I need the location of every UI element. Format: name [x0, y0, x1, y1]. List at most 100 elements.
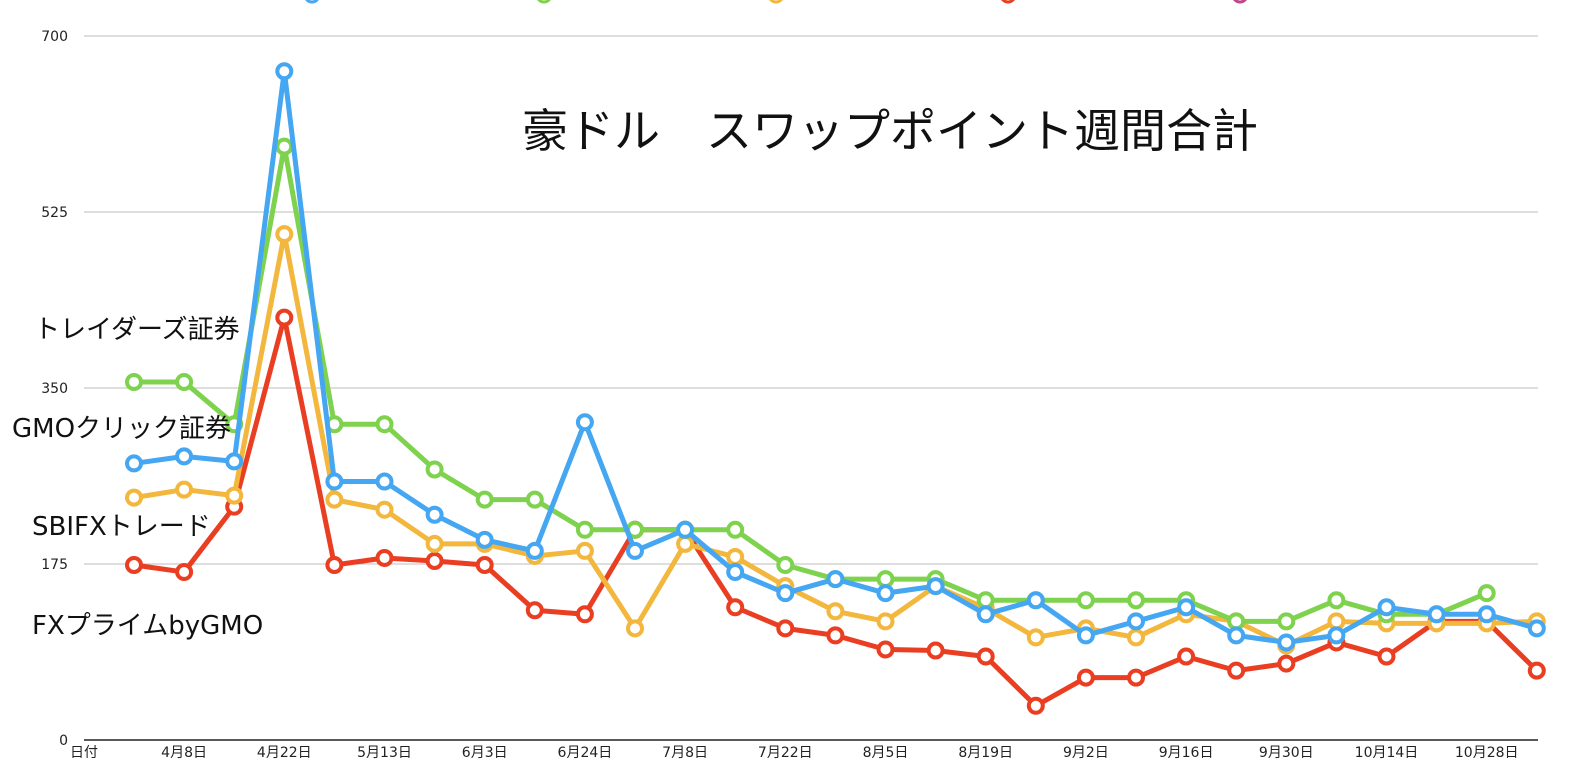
data-point	[325, 490, 344, 509]
legend-swatch	[1001, 0, 1015, 4]
data-point	[1026, 696, 1045, 715]
series-lines	[125, 62, 1546, 715]
x-tick-label: 8月19日	[958, 745, 1013, 761]
data-point	[175, 480, 194, 499]
data-point	[876, 570, 895, 589]
data-point	[275, 62, 294, 81]
data-point	[1026, 591, 1045, 610]
data-point	[926, 641, 945, 660]
data-point	[125, 488, 143, 507]
data-point	[926, 577, 945, 596]
data-point	[375, 472, 394, 491]
data-point	[976, 647, 995, 666]
data-point	[1327, 591, 1346, 610]
data-point	[575, 520, 594, 539]
data-point	[1177, 598, 1196, 617]
data-point	[1527, 661, 1546, 680]
series-name-label: SBIFXトレード	[32, 512, 211, 542]
y-tick-label: 700	[41, 29, 68, 45]
data-point	[425, 460, 444, 479]
data-point	[1477, 584, 1496, 603]
data-point	[575, 541, 594, 560]
data-point	[325, 472, 344, 491]
data-point	[425, 551, 444, 570]
series-name-labels: トレイダーズ証券 GMOクリック証券 SBIFXトレード FXプライムbyGMO	[12, 315, 263, 641]
x-tick-label: 6月24日	[558, 745, 613, 761]
series-1	[125, 62, 1546, 652]
data-point	[225, 486, 244, 505]
data-point	[525, 601, 544, 620]
data-point	[876, 612, 895, 631]
data-point	[726, 520, 745, 539]
x-tick-label: 6月3日	[462, 745, 508, 761]
data-point	[1127, 612, 1145, 631]
data-point	[175, 372, 194, 391]
data-point	[575, 413, 594, 432]
x-axis-label: 日付	[70, 745, 98, 761]
data-point	[726, 547, 745, 566]
data-point	[375, 415, 394, 434]
x-tick-label: 9月30日	[1259, 745, 1314, 761]
y-axis-tick-labels: 0 175 350 525 700	[41, 29, 68, 749]
data-point	[1076, 668, 1095, 687]
data-point	[1227, 661, 1246, 680]
data-point	[776, 584, 795, 603]
data-point	[175, 563, 194, 582]
x-tick-label: 7月8日	[662, 745, 708, 761]
series-line	[131, 315, 1540, 709]
x-tick-label: 5月13日	[357, 745, 412, 761]
legend-swatch	[769, 0, 783, 4]
data-point	[776, 619, 795, 638]
data-point	[475, 490, 494, 509]
data-point	[1177, 647, 1196, 666]
series-name-label: トレイダーズ証券	[34, 315, 240, 345]
data-point	[1227, 612, 1246, 631]
x-tick-label: 10月14日	[1355, 745, 1419, 761]
legend-swatch	[305, 0, 319, 4]
x-tick-label: 9月16日	[1159, 745, 1214, 761]
data-point	[626, 541, 644, 560]
x-tick-label: 9月2日	[1063, 745, 1109, 761]
legend-swatch	[537, 0, 551, 4]
data-point	[1277, 633, 1296, 652]
data-point	[475, 556, 494, 575]
data-point	[626, 619, 644, 638]
data-point	[1277, 654, 1296, 673]
series-name-label: GMOクリック証券	[12, 414, 231, 444]
y-tick-label: 175	[41, 557, 68, 573]
data-point	[175, 447, 194, 466]
data-point	[826, 570, 845, 589]
data-point	[1527, 619, 1546, 638]
data-point	[1026, 628, 1045, 647]
data-point	[525, 541, 544, 560]
data-point	[125, 372, 143, 391]
data-point	[275, 137, 294, 156]
x-tick-label: 4月8日	[161, 745, 207, 761]
data-point	[325, 556, 344, 575]
data-point	[726, 598, 745, 617]
data-point	[976, 605, 995, 624]
data-point	[125, 556, 143, 575]
data-point	[1427, 605, 1446, 624]
data-point	[1127, 591, 1145, 610]
data-point	[1127, 628, 1145, 647]
data-point	[1227, 626, 1246, 645]
data-point	[1327, 612, 1346, 631]
data-point	[575, 605, 594, 624]
series-name-label: FXプライムbyGMO	[32, 611, 263, 641]
data-point	[525, 490, 544, 509]
chart-title: 豪ドル スワップポイント週間合計	[522, 104, 1258, 158]
data-point	[676, 520, 695, 539]
data-point	[275, 308, 294, 327]
data-point	[375, 548, 394, 567]
x-axis-tick-labels: 4月8日 4月22日 5月13日 6月3日 6月24日 7月8日 7月22日 8月5日 8月19…	[161, 745, 1518, 761]
data-point	[1477, 605, 1496, 624]
legend	[305, 0, 1247, 4]
data-point	[1127, 668, 1145, 687]
data-point	[1327, 626, 1346, 645]
data-point	[776, 556, 795, 575]
data-point	[125, 454, 143, 473]
data-point	[726, 563, 745, 582]
series-line	[131, 144, 1490, 624]
data-point	[1277, 612, 1296, 631]
